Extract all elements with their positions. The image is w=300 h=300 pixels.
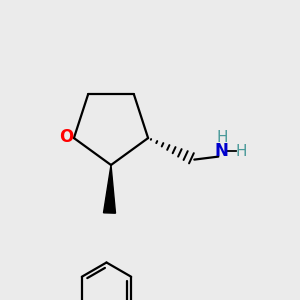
- Text: H: H: [216, 130, 228, 145]
- Text: O: O: [59, 128, 74, 146]
- Polygon shape: [103, 165, 116, 213]
- Text: H: H: [235, 144, 247, 159]
- Text: N: N: [215, 142, 229, 160]
